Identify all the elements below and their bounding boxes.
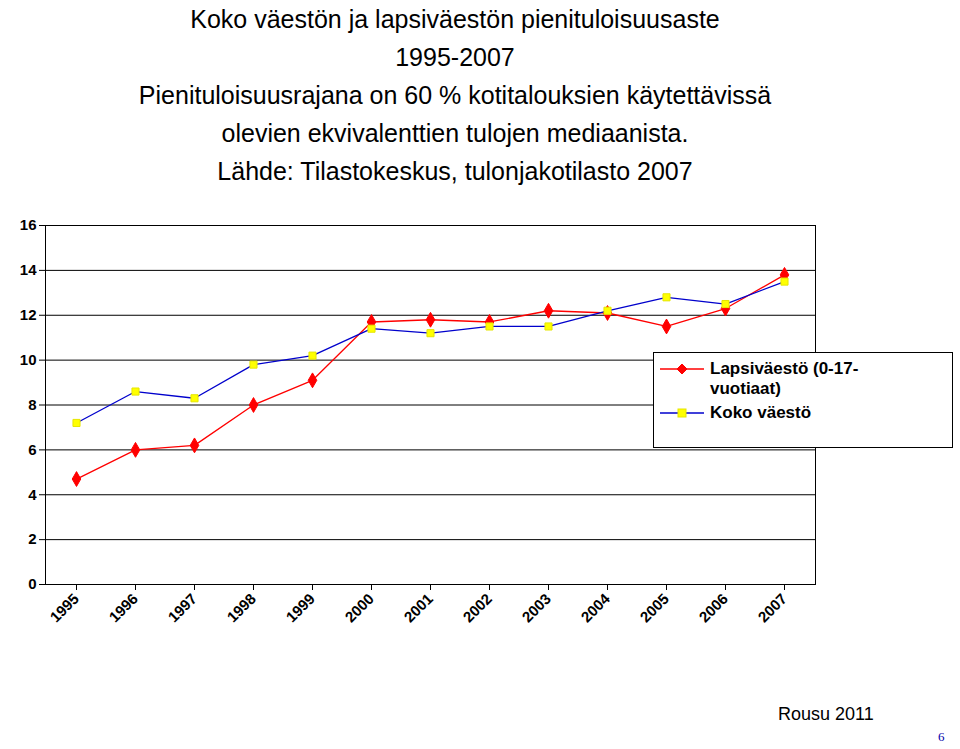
svg-text:12: 12 — [20, 306, 37, 323]
svg-text:6: 6 — [28, 441, 36, 458]
html-text:Lapsiväestö (0-17-vuotiaat): Lapsiväestö (0-17-vuotiaat) — [710, 359, 859, 398]
svg-text:2006: 2006 — [695, 590, 731, 626]
svg-text:2005: 2005 — [636, 590, 672, 626]
svg-text:0: 0 — [28, 575, 36, 592]
svg-text:8: 8 — [28, 396, 36, 413]
svg-text:10: 10 — [20, 351, 37, 368]
html-text:Rousu 2011: Rousu 2011 — [778, 704, 874, 724]
svg-text:2003: 2003 — [518, 590, 554, 626]
svg-text:2000: 2000 — [341, 590, 377, 626]
svg-text:1998: 1998 — [223, 590, 259, 626]
html-text:Lähde: Tilastokeskus, tulonjak: Lähde: Tilastokeskus, tulonjakotilasto 2… — [217, 157, 693, 185]
svg-text:1995: 1995 — [46, 590, 82, 626]
svg-text:16: 16 — [20, 216, 37, 233]
html-text:1995-2007: 1995-2007 — [395, 43, 515, 71]
svg-text:14: 14 — [20, 261, 37, 278]
svg-text:2004: 2004 — [577, 589, 613, 625]
html-text:Pienituloisuusrajana on 60 % k: Pienituloisuusrajana on 60 % kotitalouks… — [138, 81, 772, 109]
svg-text:1997: 1997 — [164, 590, 200, 626]
svg-text:1996: 1996 — [105, 590, 141, 626]
html-text:olevien ekvivalenttien tulojen: olevien ekvivalenttien tulojen mediaanis… — [221, 119, 689, 147]
svg-text:2007: 2007 — [754, 590, 790, 626]
svg-text:2: 2 — [28, 530, 36, 547]
svg-text:2001: 2001 — [400, 590, 436, 626]
svg-text:1999: 1999 — [282, 590, 318, 626]
html-text:Koko väestön ja lapsiväestön p: Koko väestön ja lapsiväestön pienitulois… — [190, 5, 720, 33]
html-text:Koko väestö: Koko väestö — [710, 403, 812, 422]
svg-text:2002: 2002 — [459, 590, 495, 626]
svg-text:4: 4 — [28, 486, 37, 503]
html-text:6: 6 — [938, 729, 945, 744]
